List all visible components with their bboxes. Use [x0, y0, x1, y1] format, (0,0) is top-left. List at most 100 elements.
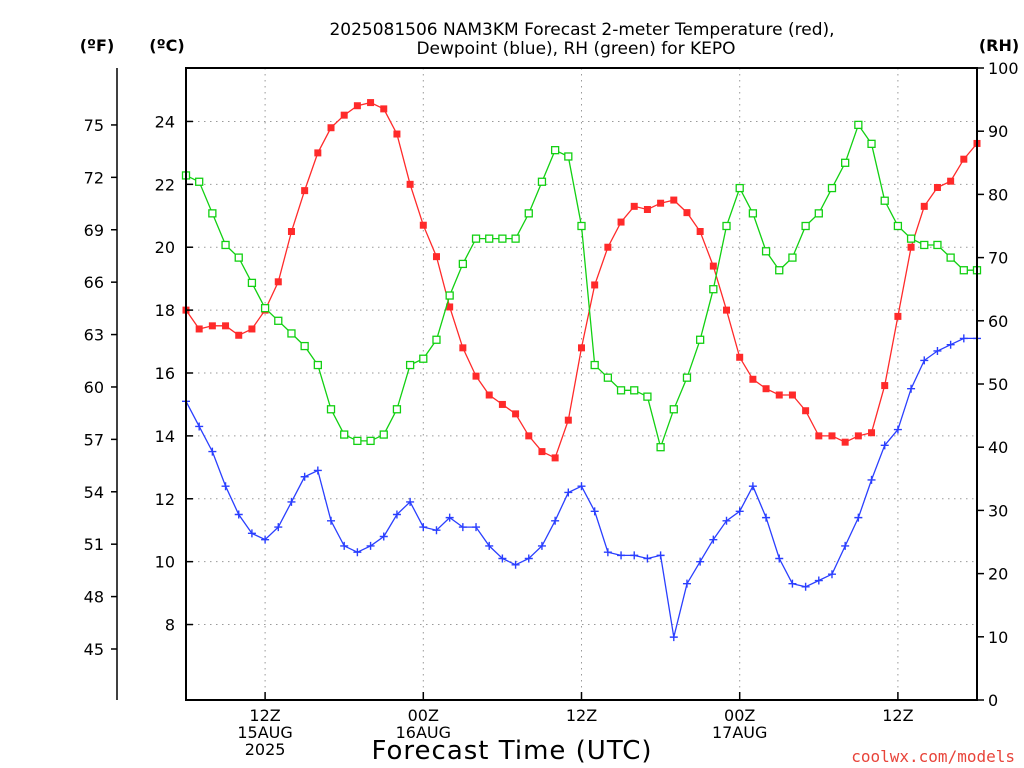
rh-point	[682, 373, 692, 382]
rh-point	[471, 234, 481, 243]
rh-point	[643, 392, 652, 401]
dewpoint-point	[617, 551, 626, 560]
dewpoint-point	[551, 516, 560, 525]
rh-tick-label: 60	[988, 312, 1008, 331]
fahrenheit-tick-label: 54	[84, 483, 104, 502]
dewpoint-point	[880, 441, 889, 450]
dewpoint-point	[682, 579, 691, 588]
temperature-point	[393, 130, 401, 138]
dewpoint-point	[656, 551, 665, 560]
rh-point	[392, 405, 402, 414]
dewpoint-point	[788, 579, 797, 588]
temperature-point	[762, 385, 770, 393]
rh-tick-label: 10	[988, 628, 1008, 647]
fahrenheit-tick-label: 45	[84, 640, 104, 659]
rh-point	[577, 221, 586, 231]
rh-point	[867, 139, 876, 148]
temperature-point	[815, 432, 823, 440]
temperature-point	[683, 209, 691, 217]
temperature-point	[920, 202, 928, 210]
temperature-point	[485, 391, 493, 399]
rh-point	[814, 209, 823, 218]
rh-point	[827, 183, 837, 193]
temperature-point	[222, 322, 230, 330]
fahrenheit-tick-label: 75	[84, 116, 104, 135]
dewpoint-point	[867, 475, 876, 484]
temperature-point	[287, 228, 295, 236]
fahrenheit-tick-label: 72	[84, 168, 104, 187]
rh-point	[630, 386, 639, 395]
temperature-point	[868, 429, 876, 437]
rh-tick-label: 30	[988, 501, 1008, 520]
plot-frame	[185, 67, 978, 701]
time-tick-label: 12Z	[882, 706, 913, 725]
dewpoint-point	[643, 554, 652, 563]
dewpoint-point	[762, 513, 771, 522]
dewpoint-point	[722, 516, 731, 525]
temperature-point	[604, 243, 612, 251]
dewpoint-point	[959, 334, 968, 343]
dewpoint-point	[920, 356, 929, 365]
temperature-point	[907, 243, 915, 251]
temperature-point	[432, 253, 440, 261]
rh-point	[748, 209, 758, 218]
temperature-point	[367, 99, 375, 107]
rh-point	[880, 196, 889, 205]
rh-point	[366, 436, 375, 446]
temperature-point	[340, 111, 348, 119]
dewpoint-point	[827, 570, 836, 579]
rh-point	[208, 209, 217, 218]
temperature-point	[327, 124, 335, 132]
rh-point	[537, 177, 547, 186]
temperature-point	[406, 180, 414, 188]
rh-point	[709, 285, 718, 294]
rh-tick-label: 20	[988, 565, 1008, 584]
rh-tick-label: 70	[988, 249, 1008, 268]
temperature-point	[564, 416, 572, 424]
dewpoint-point	[946, 340, 955, 349]
chart-title-line-2: Dewpoint (blue), RH (green) for KEPO	[416, 39, 735, 59]
x-axis-label: Forecast Time (UTC)	[371, 736, 652, 766]
dewpoint-point	[630, 551, 639, 560]
rh-point	[775, 266, 784, 275]
dewpoint-point	[907, 384, 916, 393]
dewpoint-point	[537, 541, 546, 550]
dewpoint-point	[287, 497, 296, 506]
dewpoint-point	[234, 510, 243, 519]
dewpoint-point	[709, 535, 718, 544]
rh-point	[326, 405, 336, 414]
dewpoint-point	[841, 541, 850, 550]
time-tick-label: 16AUG	[396, 723, 451, 742]
rh-point	[274, 316, 283, 325]
rh-tick-label: 100	[988, 59, 1019, 78]
time-tick-label: 00Z	[724, 706, 755, 725]
celsius-unit-label: (ºC)	[149, 36, 184, 55]
dewpoint-point	[300, 472, 309, 481]
celsius-tick-label: 8	[165, 616, 175, 635]
celsius-tick-label: 24	[155, 112, 175, 131]
dewpoint-point	[392, 510, 401, 519]
temperature-point	[894, 312, 902, 320]
dewpoint-point	[775, 554, 784, 563]
dewpoint-point	[445, 513, 454, 522]
dewpoint-point	[748, 482, 757, 491]
temperature-point	[802, 407, 810, 415]
fahrenheit-tick-label: 63	[84, 326, 104, 345]
rh-point	[946, 253, 955, 262]
temperature-point	[775, 391, 783, 399]
dewpoint-point	[893, 425, 902, 434]
dewpoint-point	[603, 548, 612, 557]
celsius-tick-label: 14	[155, 427, 175, 446]
temperature-point	[551, 454, 559, 462]
temperature-point	[578, 344, 585, 352]
credit-link[interactable]: coolwx.com/models	[851, 747, 1015, 766]
temperature-point	[314, 149, 322, 157]
rh-point	[854, 120, 863, 130]
dewpoint-point	[274, 523, 283, 532]
temperature-point	[828, 432, 836, 440]
temperature-point	[301, 187, 309, 195]
rh-point	[419, 354, 428, 363]
dewpoint-point	[366, 541, 375, 550]
fahrenheit-tick-label: 48	[84, 588, 104, 607]
dewpoint-point	[406, 497, 415, 506]
